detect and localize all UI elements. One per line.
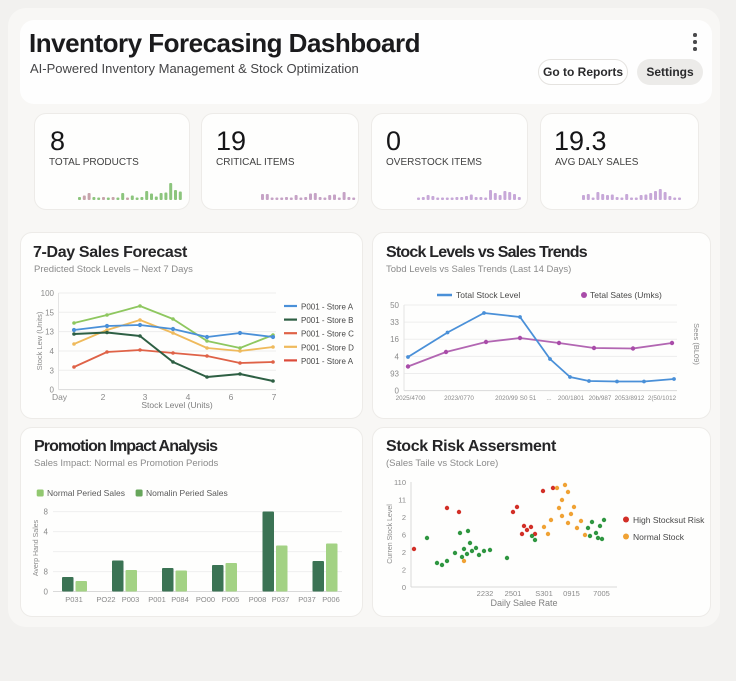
- svg-text:Averp Hand Sales: Averp Hand Sales: [33, 519, 40, 576]
- svg-text:6: 6: [402, 531, 406, 540]
- svg-text:3: 3: [50, 366, 55, 375]
- svg-text:Stock Lew (Units): Stock Lew (Units): [35, 311, 44, 370]
- svg-text:200/1801: 200/1801: [558, 395, 585, 402]
- svg-text:P001 - Store A: P001 - Store A: [301, 357, 354, 366]
- svg-text:7: 7: [272, 392, 277, 402]
- svg-text:0: 0: [402, 583, 406, 592]
- svg-text:93: 93: [390, 370, 399, 379]
- svg-text:13: 13: [45, 328, 54, 337]
- svg-text:Stock Level (Units): Stock Level (Units): [141, 400, 212, 410]
- svg-text:2: 2: [402, 566, 406, 575]
- svg-text:P006: P006: [322, 595, 340, 604]
- svg-text:Sees (BL09): Sees (BL09): [692, 323, 701, 365]
- svg-text:P037: P037: [272, 595, 290, 604]
- svg-text:7005: 7005: [593, 589, 610, 598]
- svg-text:4: 4: [186, 392, 191, 402]
- svg-text:0: 0: [395, 387, 400, 396]
- svg-text:P005: P005: [222, 595, 240, 604]
- svg-text:0915: 0915: [563, 589, 580, 598]
- svg-text:0: 0: [50, 386, 55, 395]
- svg-text:16: 16: [390, 335, 399, 344]
- svg-text:PO22: PO22: [96, 595, 115, 604]
- svg-text:8: 8: [44, 568, 49, 577]
- svg-text:0: 0: [44, 588, 49, 597]
- svg-text:P001 - Store D: P001 - Store D: [301, 343, 354, 352]
- svg-text:Total Stock Level: Total Stock Level: [456, 290, 520, 300]
- svg-text:Nomalin Peried Sales: Nomalin Peried Sales: [146, 488, 228, 498]
- svg-text:2020/99: 2020/99: [495, 395, 518, 402]
- svg-text:P037: P037: [298, 595, 316, 604]
- svg-text:110: 110: [394, 478, 406, 487]
- svg-text:P001 - Store B: P001 - Store B: [301, 316, 353, 325]
- svg-text:...: ...: [546, 395, 551, 402]
- svg-text:Daily Salee Rate: Daily Salee Rate: [490, 598, 557, 608]
- svg-text:2: 2: [402, 548, 406, 557]
- svg-text:33: 33: [390, 318, 399, 327]
- svg-text:2: 2: [101, 392, 106, 402]
- svg-text:P003: P003: [122, 595, 140, 604]
- svg-text:2232: 2232: [477, 589, 494, 598]
- svg-text:Normal Stock: Normal Stock: [633, 532, 685, 542]
- svg-text:P008: P008: [249, 595, 267, 604]
- svg-text:50: 50: [390, 301, 399, 310]
- svg-text:8: 8: [44, 508, 49, 517]
- svg-text:High Stocksut Risk: High Stocksut Risk: [633, 515, 705, 525]
- svg-text:Day: Day: [52, 392, 68, 402]
- svg-text:2501: 2501: [505, 589, 522, 598]
- svg-text:Tetal Sates (Umks): Tetal Sates (Umks): [590, 290, 662, 300]
- svg-text:PO00: PO00: [196, 595, 215, 604]
- svg-text:2025/4700: 2025/4700: [396, 395, 426, 402]
- svg-text:P001 - Store A: P001 - Store A: [301, 303, 354, 312]
- svg-text:Normal Peried Sales: Normal Peried Sales: [47, 488, 125, 498]
- svg-text:4: 4: [395, 352, 400, 361]
- svg-text:4: 4: [50, 347, 55, 356]
- svg-text:2(50/1012: 2(50/1012: [648, 395, 677, 402]
- svg-text:4: 4: [44, 528, 49, 537]
- svg-text:S0 51: S0 51: [520, 395, 537, 402]
- svg-text:20b/987: 20b/987: [589, 395, 612, 402]
- svg-text:2023/0770: 2023/0770: [444, 395, 474, 402]
- svg-text:3: 3: [143, 392, 148, 402]
- svg-text:S301: S301: [535, 589, 553, 598]
- svg-text:P084: P084: [171, 595, 189, 604]
- svg-text:15: 15: [45, 308, 54, 317]
- svg-text:6: 6: [229, 392, 234, 402]
- svg-text:11: 11: [398, 496, 406, 505]
- svg-text:2: 2: [402, 513, 406, 522]
- svg-text:P001 - Store C: P001 - Store C: [301, 330, 354, 339]
- svg-text:P031: P031: [65, 595, 83, 604]
- svg-text:2053/8912: 2053/8912: [615, 395, 645, 402]
- svg-text:100: 100: [41, 289, 55, 298]
- svg-text:Curren Stock Level: Curren Stock Level: [387, 504, 394, 564]
- svg-text:P001: P001: [148, 595, 166, 604]
